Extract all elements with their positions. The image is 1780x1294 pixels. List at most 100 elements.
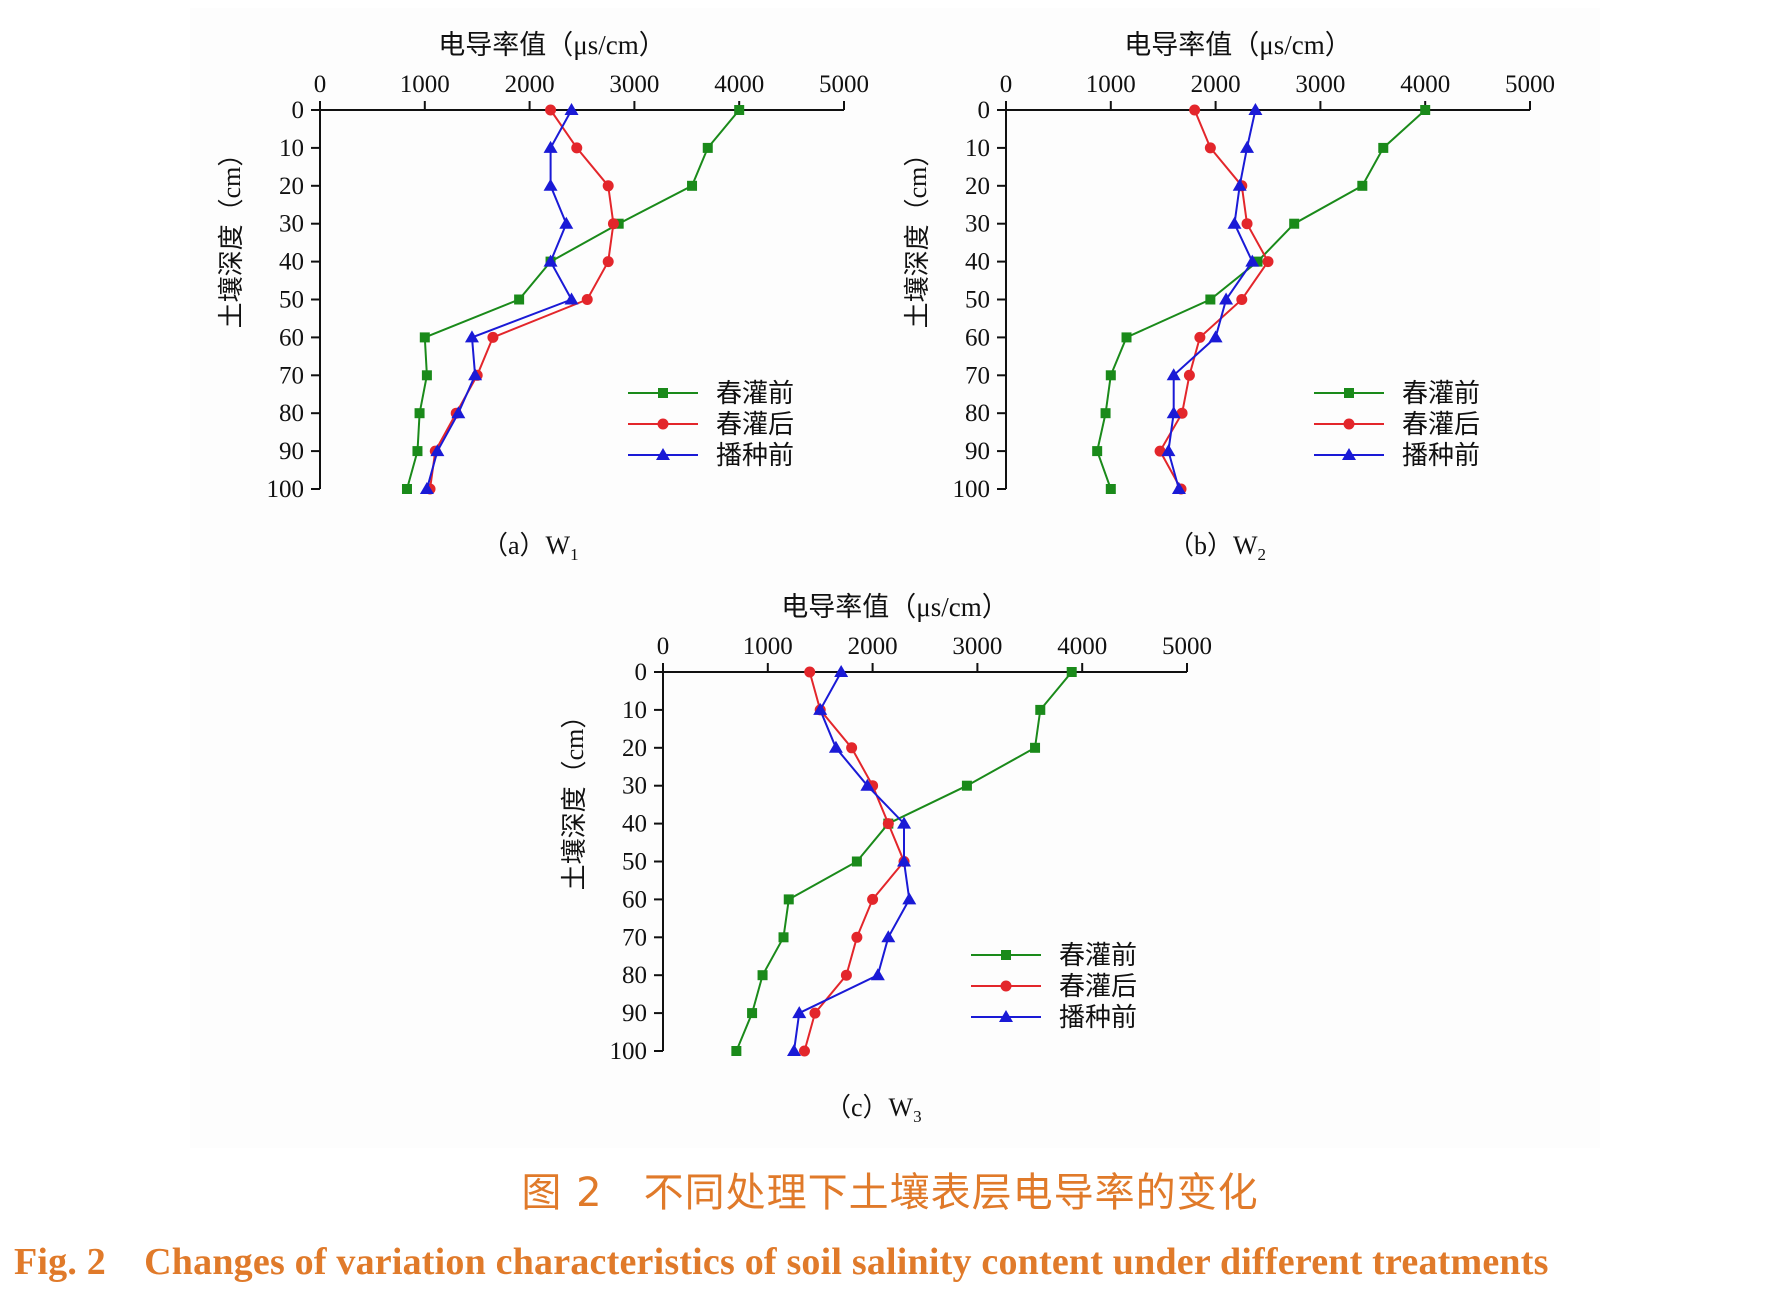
data-point [602, 180, 614, 192]
data-point [882, 818, 894, 830]
y-tick-label: 0 [292, 97, 305, 124]
data-point [571, 142, 583, 154]
data-point [897, 854, 912, 867]
data-point [1105, 370, 1116, 381]
data-point [1227, 216, 1242, 229]
y-tick-label: 0 [978, 97, 991, 124]
y-tick-label: 100 [267, 476, 305, 503]
data-point [702, 142, 713, 153]
series-before-sowing [419, 103, 579, 494]
data-point [1105, 484, 1116, 494]
y-tick-label: 60 [622, 886, 647, 913]
y-tick-label: 50 [965, 287, 990, 314]
data-point [1232, 178, 1247, 191]
x-tick-label: 4000 [714, 71, 764, 98]
data-point [1204, 142, 1216, 154]
x-tick-label: 1000 [1086, 71, 1136, 98]
data-point [430, 444, 445, 457]
data-point [543, 254, 558, 267]
y-tick-label: 80 [622, 962, 647, 989]
y-axis-title: 土壤深度（cm） [217, 141, 246, 329]
data-point [421, 370, 432, 381]
legend-marker [657, 418, 669, 430]
data-point [1166, 406, 1181, 419]
y-tick-label: 10 [279, 135, 304, 162]
y-tick-label: 80 [965, 400, 990, 427]
y-tick-label: 100 [953, 476, 991, 503]
legend-marker [1343, 418, 1355, 430]
data-point [813, 702, 828, 715]
data-point [1205, 294, 1216, 305]
data-point [804, 666, 816, 678]
data-point [401, 484, 412, 494]
x-tick-label: 4000 [1400, 71, 1450, 98]
y-tick-label: 60 [965, 324, 990, 351]
data-point [1161, 444, 1176, 457]
data-point [419, 332, 430, 343]
data-point [451, 406, 466, 419]
data-point [1189, 104, 1201, 116]
data-point [870, 968, 885, 981]
legend-marker [999, 1010, 1013, 1022]
x-tick-label: 2000 [505, 71, 555, 98]
x-axis-title: 电导率值（μs/cm） [781, 592, 1008, 622]
y-tick-label: 100 [610, 1038, 648, 1065]
data-point [602, 256, 614, 268]
data-point [1245, 254, 1260, 267]
legend-label: 春灌后 [1402, 410, 1480, 439]
data-point [1240, 140, 1255, 153]
series-line [793, 671, 911, 1052]
data-point [1194, 331, 1206, 343]
y-tick-label: 70 [965, 362, 990, 389]
series-before-irrigation [731, 667, 1077, 1056]
data-point [897, 816, 912, 829]
data-point [778, 932, 789, 943]
data-point [1066, 667, 1077, 677]
panel-label: （a）W1 [482, 531, 579, 564]
data-point [559, 216, 574, 229]
data-point [468, 368, 483, 381]
panel-label: （b）W2 [1168, 531, 1266, 564]
data-point [1289, 218, 1300, 229]
data-point [834, 665, 849, 677]
data-point [564, 292, 579, 305]
data-point [851, 931, 863, 943]
y-axis-title: 土壤深度（cm） [560, 703, 589, 891]
y-tick-label: 90 [965, 438, 990, 465]
y-tick-label: 50 [279, 287, 304, 314]
data-point [1357, 180, 1368, 191]
data-point [731, 1046, 742, 1056]
legend-label: 春灌前 [1402, 379, 1480, 408]
legend-label: 春灌前 [1059, 941, 1137, 970]
data-point [581, 294, 593, 305]
chart-panel-a: 0 1000 2000 3000 4000 5000 0 10 20 30 40 50 60 70 80 90… [217, 30, 869, 564]
data-point [840, 969, 852, 981]
data-point [412, 446, 423, 457]
y-tick-label: 40 [622, 811, 647, 838]
data-point [747, 1008, 758, 1019]
x-tick-label: 2000 [1191, 71, 1241, 98]
series-line [1096, 109, 1426, 490]
y-tick-label: 90 [622, 1000, 647, 1027]
x-axis-title: 电导率值（μs/cm） [438, 30, 665, 60]
data-point [414, 408, 425, 419]
x-tick-label: 5000 [819, 71, 869, 98]
y-tick-label: 30 [965, 211, 990, 238]
x-tick-label: 0 [657, 633, 670, 660]
series-before-irrigation [1092, 105, 1431, 494]
data-point [846, 742, 858, 754]
data-point [1236, 294, 1248, 305]
data-point [1092, 446, 1103, 457]
series-line [425, 109, 573, 490]
legend-label: 春灌后 [716, 410, 794, 439]
data-point [487, 331, 499, 343]
y-tick-label: 20 [965, 173, 990, 200]
y-tick-label: 80 [279, 400, 304, 427]
x-tick-label: 1000 [400, 71, 450, 98]
legend-marker [1344, 388, 1354, 398]
y-tick-label: 20 [622, 735, 647, 762]
figure-caption-english: Fig. 2 Changes of variation characterist… [14, 1241, 1549, 1283]
